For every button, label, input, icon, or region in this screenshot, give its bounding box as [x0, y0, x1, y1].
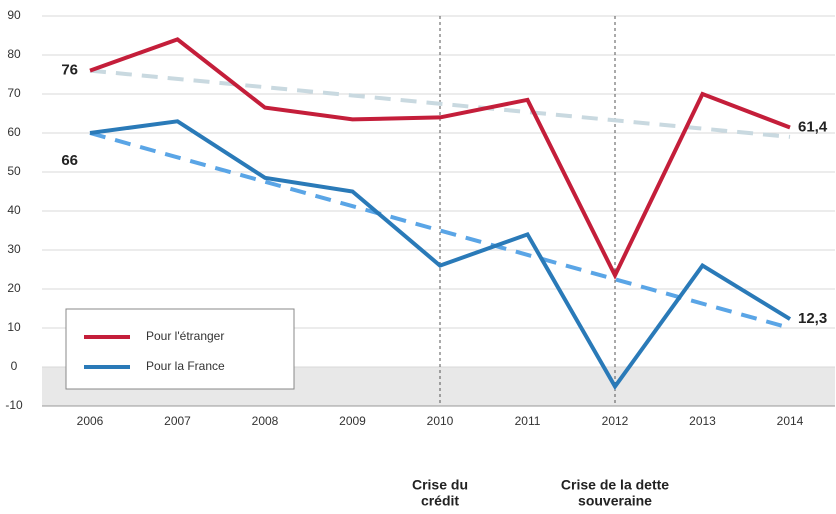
x-tick-label: 2014 — [777, 414, 804, 428]
y-tick-label: 90 — [7, 8, 21, 22]
annotation: 76 — [61, 62, 78, 79]
x-tick-label: 2007 — [164, 414, 191, 428]
legend-box — [65, 308, 295, 390]
event-label: Crise du — [412, 477, 468, 493]
y-tick-label: 60 — [7, 125, 21, 139]
trend-line — [89, 68, 791, 139]
y-tick-label: 0 — [11, 359, 18, 373]
series-line — [89, 119, 792, 391]
y-tick-label: -10 — [5, 398, 23, 412]
annotation: 61,4 — [798, 119, 828, 136]
y-tick-label: 30 — [7, 242, 21, 256]
x-tick-label: 2008 — [252, 414, 279, 428]
event-label: crédit — [421, 493, 459, 509]
y-tick-label: 80 — [7, 47, 21, 61]
legend-label: Pour la France — [146, 359, 225, 373]
series-line — [89, 37, 791, 280]
y-tick-label: 40 — [7, 203, 21, 217]
y-tick-label: 10 — [7, 320, 21, 334]
x-tick-label: 2006 — [77, 414, 104, 428]
y-tick-label: 70 — [7, 86, 21, 100]
annotation: 12,3 — [798, 310, 827, 327]
y-tick-label: 50 — [7, 164, 21, 178]
x-tick-label: 2009 — [339, 414, 366, 428]
x-tick-label: 2010 — [427, 414, 454, 428]
annotation: 66 — [61, 152, 78, 169]
trend-line — [89, 131, 791, 330]
x-tick-label: 2013 — [689, 414, 716, 428]
event-label: Crise de la dette — [561, 477, 669, 493]
legend-label: Pour l'étranger — [146, 329, 224, 343]
y-tick-label: 20 — [7, 281, 21, 295]
x-tick-label: 2012 — [602, 414, 629, 428]
event-label: souveraine — [578, 493, 652, 509]
x-tick-label: 2011 — [515, 414, 541, 428]
